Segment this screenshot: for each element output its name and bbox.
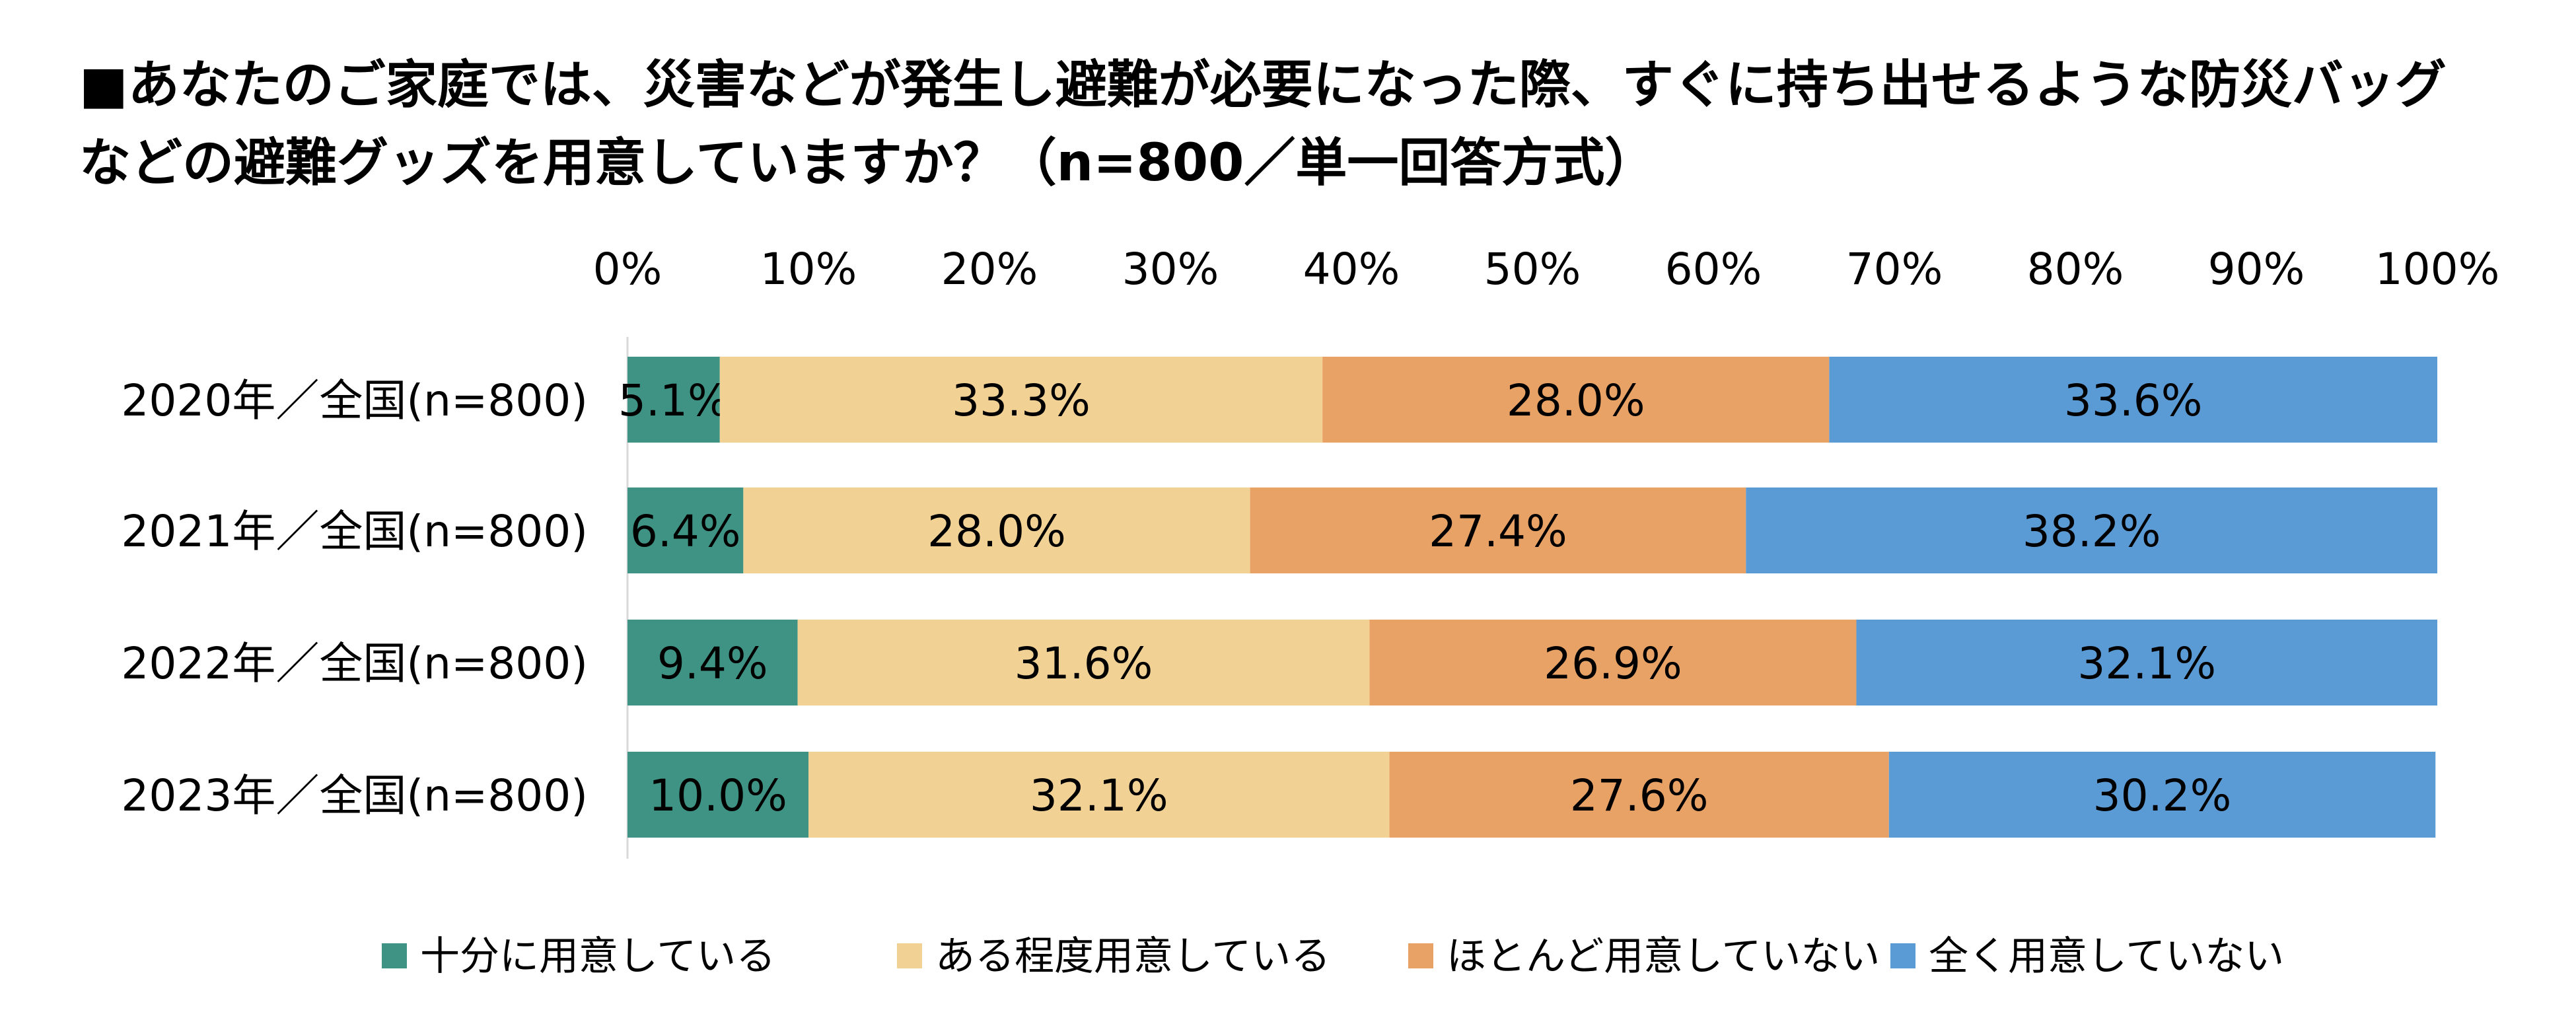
data-label: 6.4%: [630, 506, 741, 557]
x-tick-label: 30%: [1122, 244, 1219, 295]
x-tick-label: 50%: [1484, 244, 1581, 295]
x-tick-label: 90%: [2208, 244, 2305, 295]
legend-label: 十分に用意している: [420, 933, 775, 980]
data-label: 32.1%: [2077, 638, 2216, 689]
x-tick-label: 0%: [593, 244, 662, 295]
x-tick-label: 40%: [1303, 244, 1400, 295]
bar-segment: [1322, 357, 1830, 443]
data-label: 10.0%: [649, 770, 787, 821]
bar-segment: [719, 357, 1323, 443]
bar-segment: [808, 752, 1390, 838]
data-label: 27.6%: [1570, 770, 1709, 821]
data-label: 30.2%: [2093, 770, 2232, 821]
data-label: 26.9%: [1544, 638, 1682, 689]
legend-label: ほとんど用意していない: [1447, 933, 1880, 980]
data-label: 5.1%: [618, 375, 729, 426]
bar-segment: [1250, 488, 1746, 573]
data-label: 38.2%: [2022, 506, 2161, 557]
bar-segment: [1746, 488, 2437, 573]
bar-segment: [627, 357, 720, 443]
bar-segment: [797, 620, 1370, 705]
data-label: 32.1%: [1030, 770, 1168, 821]
x-tick-label: 10%: [760, 244, 857, 295]
bar-segment: [627, 488, 744, 573]
legend-swatch: [1408, 943, 1433, 968]
x-tick-label: 80%: [2027, 244, 2124, 295]
bar-segment: [1369, 620, 1857, 705]
bar-segment: [627, 752, 808, 838]
chart-title: ■あなたのご家庭では、災害などが発生し避難が必要になった際、すぐに持ち出せるよう…: [79, 46, 2523, 202]
data-label: 33.6%: [2064, 375, 2203, 426]
x-tick-label: 70%: [1846, 244, 1943, 295]
legend-swatch: [897, 943, 922, 968]
data-label: 27.4%: [1429, 506, 1567, 557]
x-tick-label: 100%: [2375, 244, 2500, 295]
bar-segment: [743, 488, 1250, 573]
category-label: 2022年／全国(n=800): [121, 638, 588, 689]
x-tick-label: 60%: [1665, 244, 1762, 295]
legend-label: ある程度用意している: [935, 933, 1330, 980]
bar-segment: [1389, 752, 1889, 838]
data-label: 28.0%: [1507, 375, 1645, 426]
data-label: 28.0%: [927, 506, 1066, 557]
title-line-2: などの避難グッズを用意していますか？（n=800／単一回答方式）: [79, 133, 1657, 193]
bar-segment: [627, 620, 798, 705]
bar-segment: [1829, 357, 2437, 443]
legend-label: 全く用意していない: [1929, 933, 2284, 980]
x-tick-label: 20%: [941, 244, 1038, 295]
category-label: 2023年／全国(n=800): [121, 770, 588, 821]
title-line-1: ■あなたのご家庭では、災害などが発生し避難が必要になった際、すぐに持ち出せるよう…: [79, 55, 2447, 115]
data-label: 33.3%: [952, 375, 1091, 426]
legend-swatch: [1890, 943, 1915, 968]
category-label: 2021年／全国(n=800): [121, 506, 588, 557]
bar-segment: [1856, 620, 2437, 705]
data-label: 9.4%: [657, 638, 768, 689]
data-label: 31.6%: [1015, 638, 1153, 689]
legend-swatch: [382, 943, 407, 968]
bar-segment: [1888, 752, 2436, 838]
category-label: 2020年／全国(n=800): [121, 375, 588, 426]
